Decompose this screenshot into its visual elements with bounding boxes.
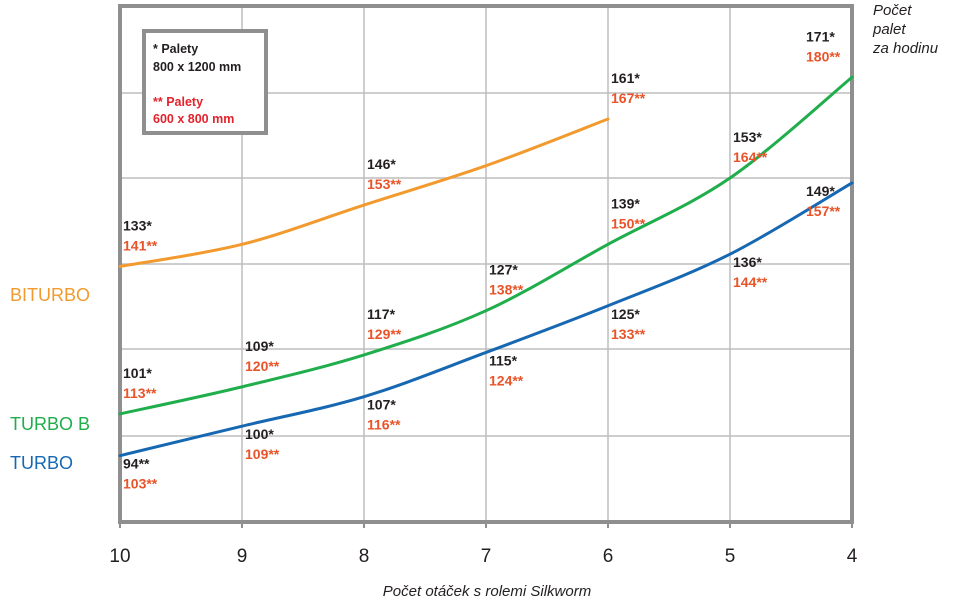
y-axis-label-line3: za hodinu: [872, 40, 939, 57]
data-label-turbo-b-9-primary: 109*: [245, 338, 274, 354]
x-axis-label: Počet otáček s rolemi Silkworm: [383, 583, 591, 600]
series-line-turbo-b: [118, 75, 854, 416]
data-label-turbo-5-secondary: 144**: [733, 274, 768, 290]
data-label-turbo-b-8-primary: 117*: [367, 306, 396, 322]
data-label-turbo-10-primary: 94**: [123, 456, 150, 472]
data-label-turbo-4-primary: 149*: [806, 183, 835, 199]
data-label-turbo-8-secondary: 116**: [367, 417, 401, 433]
data-label-turbo-b-5-secondary: 164**: [733, 149, 768, 165]
data-label-turbo-4-secondary: 157**: [806, 203, 841, 219]
x-tick-label-5: 5: [725, 546, 736, 567]
data-labels: 133* 141** 146* 153** 161* 167** 101* 113** 109*…: [123, 28, 841, 491]
data-label-turbo-9-primary: 100*: [245, 426, 274, 442]
series-name-turbo-b: TURBO B: [10, 414, 90, 434]
data-label-turbo-b-4-primary: 171*: [806, 28, 835, 44]
legend-box: * Palety 800 x 1200 mm ** Palety 600 x 8…: [142, 29, 268, 135]
data-label-turbo-b-5-primary: 153*: [733, 129, 762, 145]
data-label-turbo-7-primary: 115*: [489, 352, 518, 368]
series-name-biturbo: BITURBO: [10, 285, 90, 305]
data-label-turbo-b-7-secondary: 138**: [489, 282, 524, 298]
x-tick-label-9: 9: [237, 546, 248, 567]
series-names: BITURBO TURBO B TURBO: [10, 285, 90, 473]
data-label-turbo-b-6-primary: 139*: [611, 195, 640, 211]
data-label-turbo-9-secondary: 109**: [245, 446, 280, 462]
data-label-turbo-b-10-secondary: 113**: [123, 385, 157, 401]
series-lines: [118, 75, 854, 458]
x-tick-label-6: 6: [603, 546, 614, 567]
data-label-turbo-b-7-primary: 127*: [489, 262, 518, 278]
data-label-turbo-7-secondary: 124**: [489, 372, 524, 388]
legend-line4: 600 x 800 mm: [153, 112, 234, 126]
data-label-biturbo-6-primary: 161*: [611, 70, 640, 86]
data-label-turbo-b-10-primary: 101*: [123, 365, 152, 381]
x-tick-label-7: 7: [481, 546, 492, 567]
data-label-biturbo-10-secondary: 141**: [123, 237, 158, 253]
data-label-turbo-6-primary: 125*: [611, 306, 640, 322]
series-name-turbo: TURBO: [10, 453, 73, 473]
data-label-turbo-8-primary: 107*: [367, 397, 396, 413]
x-axis-ticks: 10 9 8 7 6 5 4: [109, 522, 858, 567]
legend-line2: 800 x 1200 mm: [153, 60, 241, 74]
data-label-turbo-b-6-secondary: 150**: [611, 215, 646, 231]
series-line-biturbo: [118, 117, 610, 268]
data-label-biturbo-10-primary: 133*: [123, 217, 152, 233]
y-axis-label: Počet palet za hodinu: [872, 2, 939, 57]
y-axis-label-line2: palet: [872, 21, 906, 38]
legend-line1: * Palety: [153, 42, 198, 56]
x-tick-label-4: 4: [847, 546, 858, 567]
data-label-turbo-5-primary: 136*: [733, 254, 762, 270]
data-label-turbo-10-secondary: 103**: [123, 476, 158, 492]
data-label-biturbo-8-primary: 146*: [367, 156, 396, 172]
data-label-turbo-b-8-secondary: 129**: [367, 326, 402, 342]
x-tick-label-10: 10: [109, 546, 130, 567]
data-label-biturbo-6-secondary: 167**: [611, 90, 646, 106]
data-label-biturbo-8-secondary: 153**: [367, 176, 402, 192]
data-label-turbo-b-4-secondary: 180**: [806, 48, 841, 64]
y-axis-label-line1: Počet: [873, 2, 912, 19]
data-label-turbo-b-9-secondary: 120**: [245, 358, 280, 374]
legend-line3: ** Palety: [153, 95, 203, 109]
series-line-turbo: [118, 181, 854, 458]
x-tick-label-8: 8: [359, 546, 370, 567]
data-label-turbo-6-secondary: 133**: [611, 326, 646, 342]
legend-frame: [142, 29, 268, 135]
